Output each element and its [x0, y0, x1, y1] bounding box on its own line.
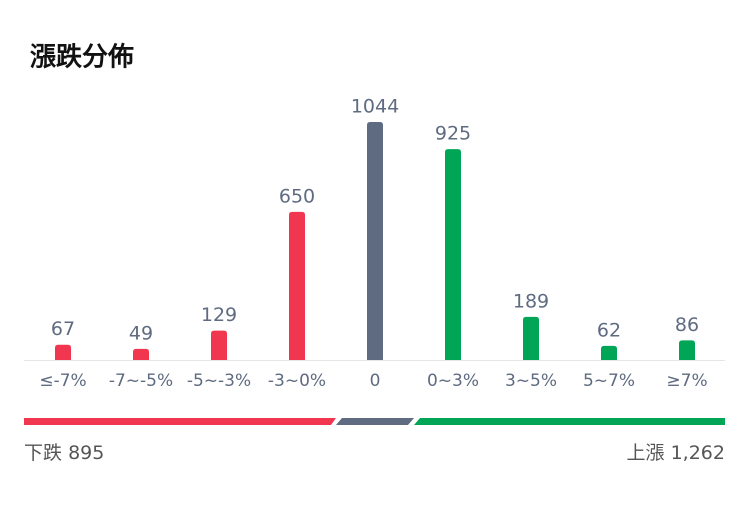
value-label: 1044 — [351, 96, 399, 118]
bar — [55, 344, 71, 360]
up-label: 上漲 — [627, 442, 665, 464]
x-tick-label: ≥7% — [666, 371, 707, 391]
up-value: 1,262 — [671, 442, 725, 464]
down-summary: 下跌 895 — [24, 442, 104, 464]
bar — [133, 348, 149, 360]
x-tick-label: -3~0% — [268, 371, 326, 391]
value-label: 925 — [435, 123, 471, 145]
x-tick-label: -7~-5% — [109, 371, 173, 391]
chart-title: 漲跌分佈 — [30, 42, 134, 73]
value-label: 62 — [597, 319, 621, 341]
up-summary: 上漲 1,262 — [627, 442, 725, 464]
down-value: 895 — [68, 442, 104, 464]
down-segment — [24, 418, 336, 425]
bar — [211, 330, 227, 360]
value-label: 86 — [675, 314, 699, 336]
x-tick-label: 3~5% — [505, 371, 557, 391]
up-segment — [414, 418, 725, 425]
x-tick-label: -5~-3% — [187, 371, 251, 391]
x-tick-label: 0 — [370, 371, 381, 391]
value-label: 189 — [513, 290, 549, 312]
value-label: 49 — [129, 322, 153, 344]
bar — [601, 345, 617, 360]
bar — [445, 149, 461, 360]
x-tick-label: ≤-7% — [39, 371, 86, 391]
flat-segment — [336, 418, 414, 425]
value-label: 650 — [279, 185, 315, 207]
bar — [523, 316, 539, 360]
value-label: 129 — [201, 304, 237, 326]
bar — [679, 340, 695, 360]
bar — [367, 122, 383, 360]
bar — [289, 211, 305, 360]
value-label: 67 — [51, 318, 75, 340]
x-tick-label: 5~7% — [583, 371, 635, 391]
x-tick-label: 0~3% — [427, 371, 479, 391]
down-label: 下跌 — [24, 442, 62, 464]
